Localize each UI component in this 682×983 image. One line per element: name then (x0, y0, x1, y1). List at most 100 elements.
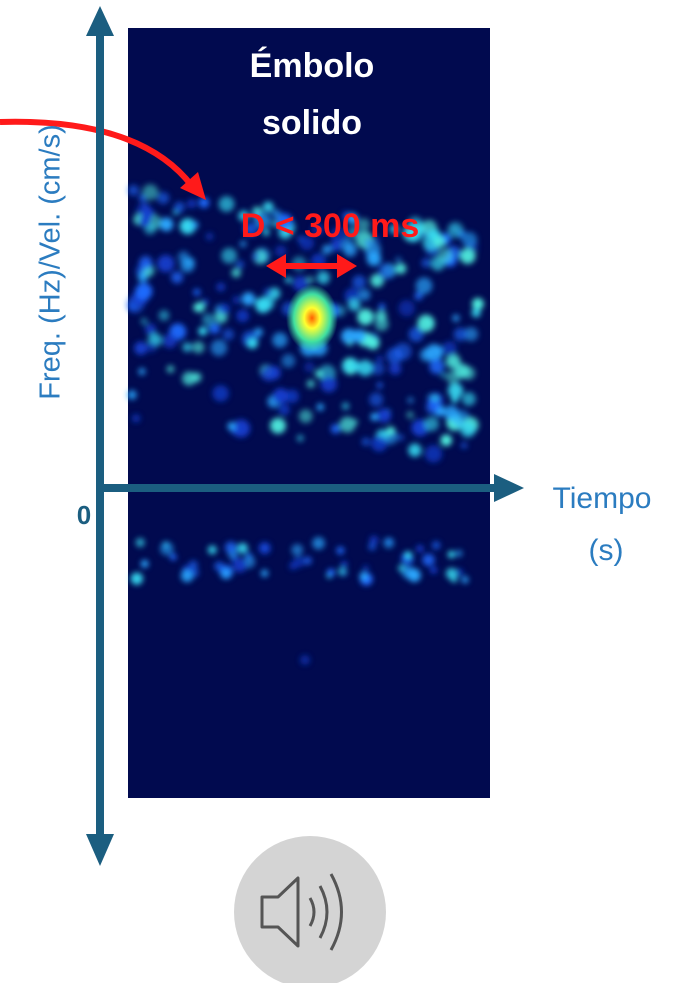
speckle (311, 222, 325, 237)
speckle (159, 217, 174, 232)
speckle (357, 218, 371, 231)
speckle (236, 309, 250, 323)
origin-label: 0 (77, 500, 91, 530)
speckle (180, 569, 194, 583)
speckle (251, 252, 261, 261)
speckle (330, 226, 347, 244)
speckle (193, 288, 201, 296)
speckle (285, 389, 300, 404)
speckle (454, 363, 470, 379)
speckle (461, 392, 476, 406)
speckle (369, 535, 379, 545)
speckle (352, 329, 366, 343)
speckle (207, 545, 217, 555)
speckle (142, 184, 159, 201)
speckle (139, 255, 153, 269)
speckle (408, 326, 424, 342)
x-axis-label: Tiempo (553, 482, 652, 515)
speckle (397, 434, 405, 441)
speckle (244, 222, 259, 237)
speckle (271, 209, 282, 219)
speckle (461, 575, 469, 584)
speckle (270, 417, 286, 434)
title-line: solido (262, 104, 362, 142)
speckle (336, 546, 345, 555)
speckle (131, 414, 141, 423)
speckle (414, 291, 423, 301)
speckle (429, 359, 445, 375)
speckle (471, 308, 481, 318)
speckle (221, 247, 237, 264)
speckle (346, 213, 359, 225)
speckle (374, 317, 389, 331)
speckle (254, 212, 271, 229)
speckle (303, 556, 312, 565)
speckle (426, 400, 440, 414)
speckle (162, 333, 177, 349)
speckle (343, 243, 357, 257)
speckle (339, 416, 356, 433)
spectral-signal (126, 184, 484, 665)
speckle (192, 341, 205, 354)
speckle (452, 314, 460, 322)
speckle (327, 568, 335, 577)
speckle (296, 434, 304, 442)
speckle (214, 561, 225, 572)
speckle (376, 408, 392, 423)
speckle (314, 369, 324, 378)
speckle (263, 288, 272, 296)
pointer-arrow (0, 118, 206, 200)
speckle (262, 228, 270, 236)
speckle (140, 559, 149, 568)
speckle (447, 221, 464, 239)
speckle (424, 416, 440, 432)
speckle (173, 201, 185, 213)
speckle (369, 392, 384, 407)
speckle (305, 275, 315, 285)
audio-button[interactable] (234, 836, 386, 983)
speckle (218, 196, 235, 212)
y-axis-label: Freq. (Hz)/Vel. (cm/s) (35, 124, 67, 400)
speckle (417, 314, 435, 332)
speckle (239, 240, 247, 248)
speckle (415, 277, 433, 295)
speckle (140, 317, 148, 325)
speckle (398, 300, 415, 317)
speckle (298, 409, 313, 424)
speckle (198, 197, 210, 209)
speckle (231, 267, 241, 278)
speckle (127, 390, 137, 400)
speckle (460, 422, 476, 438)
x-axis-label: (s) (589, 534, 624, 567)
speckle (463, 327, 479, 342)
speckle (424, 445, 443, 463)
speckle (347, 226, 360, 238)
speckle (362, 565, 370, 572)
speckle (386, 426, 396, 436)
speckle (408, 443, 422, 457)
speckle (389, 362, 402, 375)
speckle (440, 372, 447, 379)
speckle (138, 367, 146, 376)
speckle (227, 422, 236, 431)
speckle (191, 221, 199, 229)
speckle (346, 340, 354, 347)
speckle (440, 434, 453, 447)
speckle (455, 549, 463, 558)
speckle (270, 220, 278, 228)
speckle (344, 357, 353, 366)
speckle (272, 332, 288, 348)
speckle (368, 542, 376, 551)
speckle (433, 235, 446, 248)
speckle (220, 568, 232, 580)
speckle (304, 361, 315, 373)
speckle (437, 248, 453, 264)
speckle (210, 339, 228, 357)
speckle (455, 568, 464, 577)
speckle (373, 235, 381, 244)
speckle (341, 328, 357, 345)
speckle (177, 251, 190, 263)
speckle (421, 258, 431, 268)
speckle (370, 273, 384, 288)
speckle (260, 569, 269, 578)
